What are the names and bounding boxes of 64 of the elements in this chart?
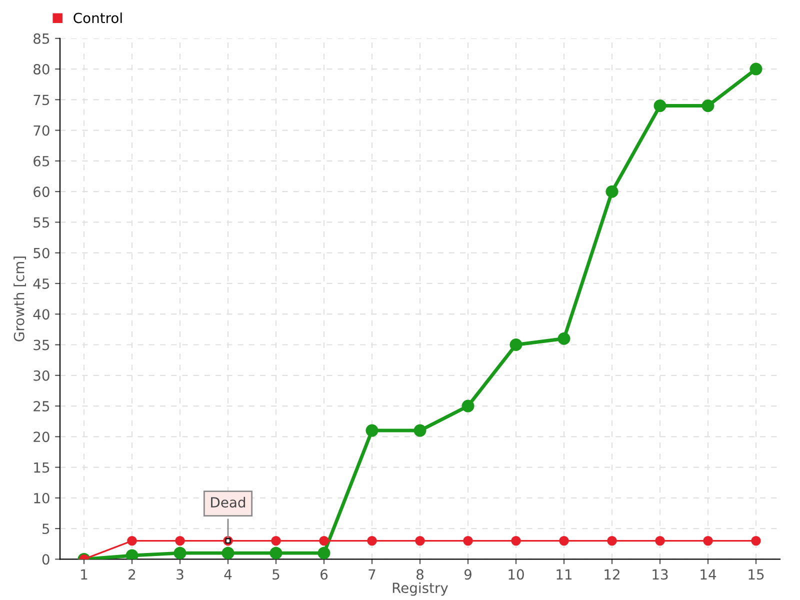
x-tick-label: 6 bbox=[320, 569, 328, 580]
x-tick-label: 7 bbox=[368, 569, 376, 580]
y-tick-label: 50 bbox=[34, 248, 50, 258]
point bbox=[703, 536, 713, 546]
x-tick-label: 1 bbox=[81, 569, 88, 580]
point bbox=[366, 424, 378, 437]
point bbox=[654, 100, 666, 112]
point bbox=[318, 546, 330, 560]
legend-label: Control bbox=[74, 12, 122, 24]
y-tick-label: 45 bbox=[33, 278, 50, 289]
x-axis-title: Registry bbox=[392, 582, 448, 596]
point bbox=[319, 536, 329, 546]
x-tick-label: 2 bbox=[128, 569, 136, 580]
y-tick-label: 0 bbox=[42, 554, 50, 565]
y-tick-label: 20 bbox=[34, 432, 50, 442]
point bbox=[462, 400, 474, 412]
y-tick-label: 60 bbox=[34, 186, 50, 198]
y-tick-label: 40 bbox=[33, 309, 50, 320]
point bbox=[655, 536, 665, 546]
x-tick-label: 4 bbox=[224, 569, 232, 580]
x-tick-label: 12 bbox=[604, 569, 620, 580]
y-tick-label: 75 bbox=[34, 94, 50, 106]
point bbox=[463, 536, 473, 546]
annotation: Dead bbox=[211, 496, 246, 508]
x-tick-label: 11 bbox=[556, 569, 572, 580]
point bbox=[607, 536, 617, 546]
y-tick-label: 15 bbox=[34, 462, 50, 473]
point bbox=[750, 62, 762, 76]
point bbox=[222, 546, 234, 560]
x-tick-label: 10 bbox=[508, 569, 524, 580]
point bbox=[702, 100, 714, 112]
y-tick-label: 70 bbox=[34, 125, 50, 136]
x-tick-label: 9 bbox=[464, 569, 472, 580]
point bbox=[751, 536, 761, 546]
y-tick-label: 80 bbox=[34, 64, 50, 75]
y-tick-label: 10 bbox=[34, 492, 50, 504]
point bbox=[175, 536, 185, 546]
y-tick-label: 85 bbox=[34, 33, 50, 44]
point bbox=[415, 536, 425, 546]
point bbox=[510, 338, 522, 352]
y-tick-label: 25 bbox=[34, 400, 50, 412]
point bbox=[606, 185, 618, 198]
point bbox=[270, 546, 282, 560]
point bbox=[558, 332, 570, 345]
point bbox=[271, 536, 281, 546]
point bbox=[127, 536, 137, 546]
y-axis-title: Growth [cm] bbox=[14, 256, 26, 342]
point bbox=[559, 536, 569, 546]
x-tick-label: 15 bbox=[748, 569, 764, 580]
point bbox=[511, 536, 521, 546]
y-tick-label: 30 bbox=[34, 370, 50, 381]
point bbox=[414, 424, 426, 437]
x-tick-label: 3 bbox=[176, 569, 184, 580]
y-tick-label: 55 bbox=[34, 217, 50, 228]
point bbox=[174, 546, 186, 560]
point bbox=[367, 536, 377, 546]
y-tick-label: 35 bbox=[34, 340, 50, 350]
point bbox=[126, 549, 138, 560]
y-tick-label: 5 bbox=[42, 524, 50, 534]
x-tick-label: 8 bbox=[416, 569, 424, 580]
y-tick-label: 65 bbox=[34, 156, 50, 166]
x-tick-label: 13 bbox=[652, 569, 668, 580]
x-tick-label: 5 bbox=[272, 569, 280, 580]
x-tick-label: 14 bbox=[700, 569, 716, 580]
